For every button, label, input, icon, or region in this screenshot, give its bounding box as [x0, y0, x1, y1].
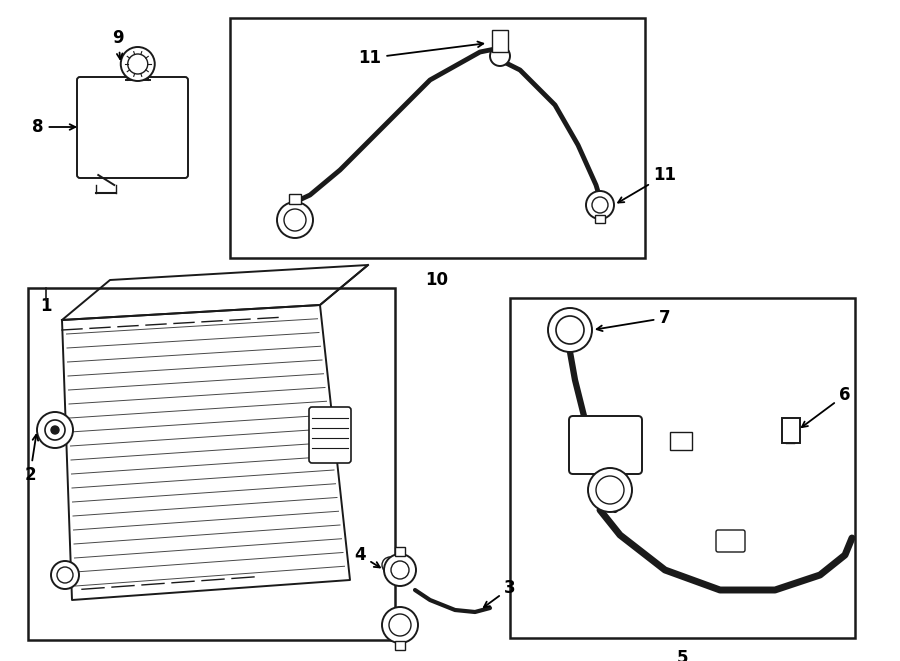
Bar — [395, 641, 405, 650]
Circle shape — [45, 420, 65, 440]
Bar — [28, 288, 395, 640]
Text: 10: 10 — [426, 271, 448, 289]
FancyBboxPatch shape — [309, 407, 351, 463]
Bar — [595, 215, 605, 223]
Bar — [289, 194, 301, 204]
Circle shape — [548, 308, 592, 352]
Circle shape — [277, 202, 313, 238]
Circle shape — [384, 554, 416, 586]
Circle shape — [592, 197, 608, 213]
Circle shape — [37, 412, 73, 448]
Text: 3: 3 — [484, 579, 516, 607]
Circle shape — [391, 561, 409, 579]
Circle shape — [596, 476, 624, 504]
Text: 6: 6 — [802, 386, 850, 427]
Text: 9: 9 — [112, 29, 124, 59]
Bar — [230, 18, 645, 258]
Circle shape — [57, 567, 73, 583]
Bar — [510, 298, 855, 638]
Circle shape — [389, 614, 411, 636]
Circle shape — [382, 557, 398, 573]
Bar — [782, 418, 800, 443]
Bar — [492, 30, 508, 52]
Circle shape — [51, 426, 59, 434]
Text: 4: 4 — [355, 546, 380, 567]
Text: 8: 8 — [32, 118, 76, 136]
Text: 7: 7 — [597, 309, 670, 331]
Circle shape — [51, 561, 79, 589]
Circle shape — [586, 191, 614, 219]
Circle shape — [284, 209, 306, 231]
Text: 1: 1 — [40, 297, 52, 315]
Text: 11: 11 — [358, 42, 483, 67]
Circle shape — [128, 54, 148, 74]
Text: 11: 11 — [618, 166, 677, 202]
Circle shape — [490, 46, 510, 66]
Circle shape — [588, 468, 632, 512]
Bar — [395, 547, 405, 556]
Circle shape — [382, 607, 418, 643]
FancyBboxPatch shape — [569, 416, 642, 474]
Circle shape — [556, 316, 584, 344]
Text: 5: 5 — [676, 649, 688, 661]
Text: 2: 2 — [24, 435, 38, 484]
FancyBboxPatch shape — [77, 77, 188, 178]
Bar — [670, 432, 692, 450]
Circle shape — [121, 47, 155, 81]
FancyBboxPatch shape — [716, 530, 745, 552]
